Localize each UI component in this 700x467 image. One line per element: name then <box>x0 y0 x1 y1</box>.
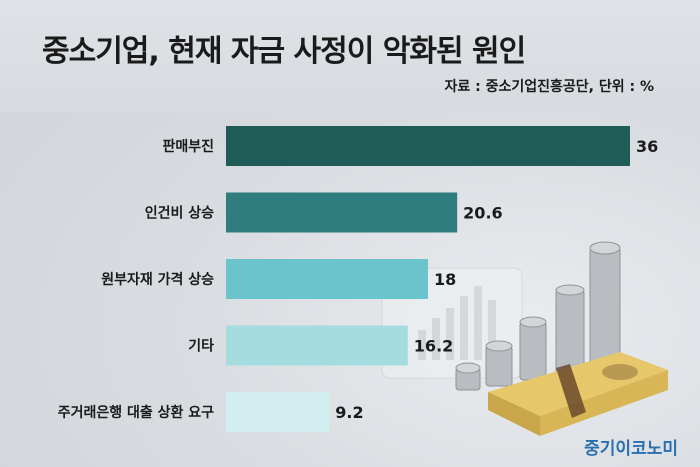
category-label: 판매부진 <box>162 138 214 155</box>
category-label: 기타 <box>188 339 214 355</box>
source-note: 자료 : 중소기업진흥공단, 단위 : % <box>444 79 654 95</box>
bar <box>226 259 428 299</box>
bar <box>226 325 408 366</box>
category-label: 원부자재 가격 상승 <box>101 271 214 288</box>
value-label: 20.6 <box>463 204 502 223</box>
value-label: 16.2 <box>414 337 453 356</box>
brand-logo-text: 중기이코노미 <box>584 439 678 459</box>
header-band <box>0 0 700 112</box>
coin-stacks-icon <box>455 241 621 391</box>
page-title: 중소기업, 현재 자금 사정이 악화된 원인 <box>42 34 526 69</box>
value-label: 9.2 <box>335 403 363 422</box>
bar <box>226 126 630 166</box>
banknote-bundle-icon <box>488 352 668 436</box>
category-label: 주거래은행 대출 상환 요구 <box>58 404 214 421</box>
value-label: 18 <box>434 270 456 289</box>
bar <box>226 192 458 233</box>
value-label: 36 <box>636 137 658 156</box>
category-label: 인건비 상승 <box>145 205 214 222</box>
bar <box>226 392 330 432</box>
